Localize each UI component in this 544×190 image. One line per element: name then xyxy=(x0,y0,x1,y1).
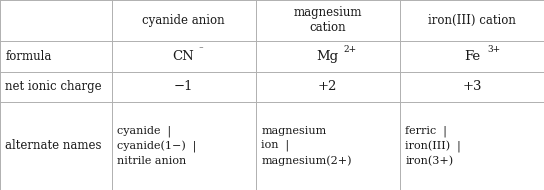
Text: +3: +3 xyxy=(462,80,481,93)
Text: ferric  |
iron(III)  |
iron(3+): ferric | iron(III) | iron(3+) xyxy=(405,125,461,167)
Text: CN: CN xyxy=(173,50,194,63)
Text: formula: formula xyxy=(5,50,52,63)
Text: magnesium
cation: magnesium cation xyxy=(294,6,362,34)
Text: iron(III) cation: iron(III) cation xyxy=(428,14,516,27)
Text: ⁻: ⁻ xyxy=(199,45,203,54)
Text: −1: −1 xyxy=(174,80,193,93)
Text: net ionic charge: net ionic charge xyxy=(5,80,102,93)
Text: alternate names: alternate names xyxy=(5,139,102,152)
Text: 3+: 3+ xyxy=(487,45,500,54)
Text: Mg: Mg xyxy=(317,50,339,63)
Text: cyanide  |
cyanide(1−)  |
nitrile anion: cyanide | cyanide(1−) | nitrile anion xyxy=(117,125,196,166)
Text: +2: +2 xyxy=(318,80,337,93)
Text: 2+: 2+ xyxy=(343,45,356,54)
Text: magnesium
ion  |
magnesium(2+): magnesium ion | magnesium(2+) xyxy=(261,126,351,165)
Text: Fe: Fe xyxy=(464,50,480,63)
Text: cyanide anion: cyanide anion xyxy=(143,14,225,27)
